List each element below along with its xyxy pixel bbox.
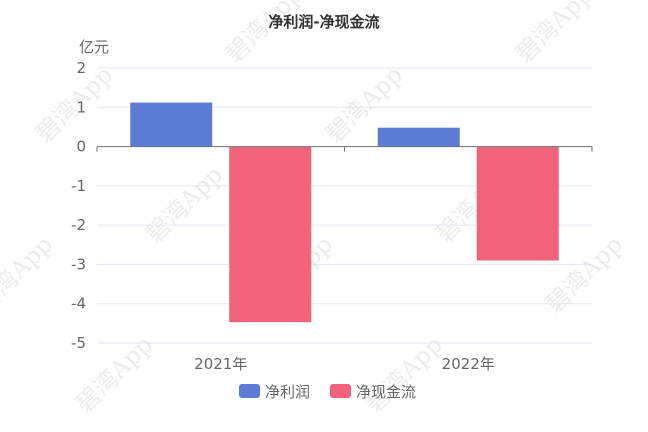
watermark-text: 碧湾App (0, 230, 58, 318)
y-axis-ticks: 2 1 0 -1 -2 -3 -4 -5 (71, 59, 86, 352)
y-tick-label: -2 (71, 216, 86, 234)
legend-item-净利润[interactable]: 净利润 (239, 383, 310, 401)
grid-lines (97, 67, 592, 344)
bar-净利润-2021年 (130, 102, 213, 147)
watermark-text: 碧湾App (30, 60, 118, 148)
y-tick-label: 1 (76, 98, 86, 116)
bars (130, 102, 559, 323)
bar-净现金流-2022年 (476, 146, 559, 261)
y-tick-label: -4 (71, 295, 86, 313)
bar-净现金流-2021年 (229, 146, 312, 323)
y-tick-label: -1 (71, 177, 86, 195)
x-tick-label: 2022年 (442, 355, 495, 373)
x-axis: 2021年 2022年 (96, 146, 593, 373)
legend-label: 净利润 (265, 383, 310, 401)
legend-swatch (239, 384, 260, 398)
legend-item-净现金流[interactable]: 净现金流 (330, 383, 416, 401)
y-tick-label: 0 (76, 138, 86, 156)
x-tick-label: 2021年 (194, 355, 247, 373)
watermark-text: 碧湾App (220, 0, 308, 68)
y-axis-unit-label: 亿元 (79, 38, 109, 56)
y-tick-label: 2 (76, 59, 86, 77)
watermark-text: 碧湾App (360, 330, 448, 418)
legend-label: 净现金流 (356, 383, 416, 401)
legend-swatch (330, 384, 351, 398)
watermark-text: 碧湾App (140, 160, 228, 248)
bar-净利润-2022年 (377, 127, 460, 147)
watermark-text: 碧湾App (510, 0, 598, 68)
chart-title: 净利润-净现金流 (268, 13, 379, 31)
y-tick-label: -5 (71, 334, 86, 352)
y-tick-label: -3 (71, 255, 86, 273)
legend[interactable]: 净利润 净现金流 (239, 383, 416, 401)
